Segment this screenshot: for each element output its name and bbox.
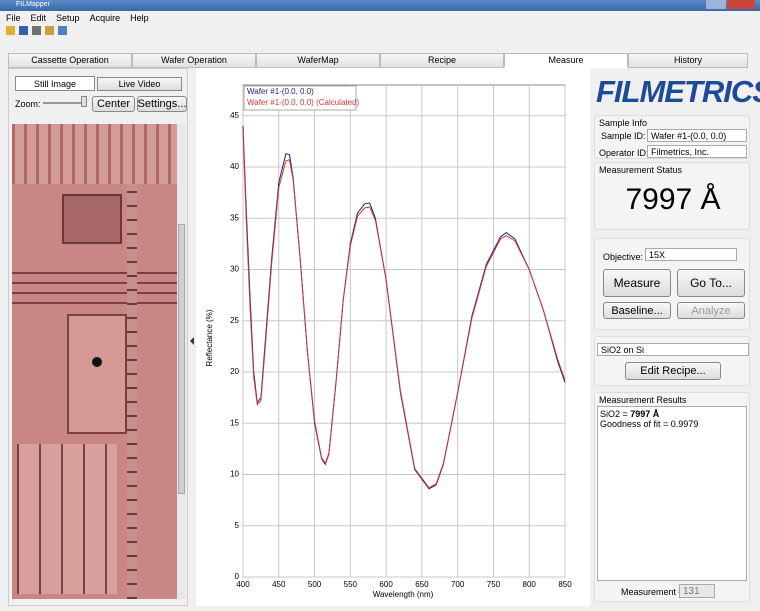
tab[interactable]: Wafer Operation xyxy=(132,53,256,68)
y-tick-label: 20 xyxy=(230,367,239,376)
edit-recipe-button[interactable]: Edit Recipe... xyxy=(625,362,721,380)
measure-group: Objective: 15X Measure Go To... Baseline… xyxy=(594,238,750,330)
image-panel: Still Image Live Video Zoom: Center Sett… xyxy=(8,68,188,606)
y-tick-label: 10 xyxy=(230,470,239,479)
x-tick-label: 750 xyxy=(487,580,501,589)
goodness-of-fit: Goodness of fit = 0.9979 xyxy=(600,419,744,429)
x-tick-label: 700 xyxy=(451,580,465,589)
microscope-image xyxy=(12,124,177,599)
x-axis-label: Wavelength (nm) xyxy=(373,590,434,599)
objective-label: Objective: xyxy=(603,252,643,262)
x-tick-label: 450 xyxy=(272,580,286,589)
sample-id-input[interactable]: Wafer #1-(0.0, 0.0) xyxy=(647,129,747,142)
status-group: Measurement Status 7997 Å xyxy=(594,162,750,230)
toolbar xyxy=(6,26,76,38)
tool-icon[interactable] xyxy=(58,26,67,35)
control-panel: FILMETRICS Sample Info Sample ID: Wafer … xyxy=(592,68,752,606)
logo: FILMETRICS xyxy=(596,74,748,110)
tab[interactable]: Measure xyxy=(504,53,628,68)
app: FILMapper File Edit Setup Acquire Help Casse… xyxy=(0,0,760,611)
group-heading: Measurement Results xyxy=(599,395,687,405)
objective-select[interactable]: 15X xyxy=(645,248,737,261)
menu-item[interactable]: File xyxy=(6,13,21,23)
window-title: FILMapper xyxy=(16,1,50,8)
go-to-button[interactable]: Go To... xyxy=(677,269,745,297)
print-icon[interactable] xyxy=(32,26,41,35)
sample-id-label: Sample ID: xyxy=(601,131,646,141)
measurement-label: Measurement # xyxy=(621,587,684,597)
group-heading: Measurement Status xyxy=(599,165,682,175)
minimize[interactable] xyxy=(706,0,726,9)
operator-id-label: Operator ID: xyxy=(599,148,649,158)
center-button[interactable]: Center xyxy=(92,96,135,112)
menu-item[interactable]: Edit xyxy=(31,13,47,23)
collapse-arrow[interactable] xyxy=(190,337,194,345)
y-tick-label: 15 xyxy=(230,418,239,427)
result-label: SiO2 = xyxy=(600,409,628,419)
title-bar: FILMapper xyxy=(0,0,760,11)
close[interactable] xyxy=(727,0,755,9)
zoom-label: Zoom: xyxy=(15,99,41,109)
y-tick-label: 5 xyxy=(235,521,240,530)
recipe-group: SiO2 on Si Edit Recipe... xyxy=(594,336,750,386)
x-tick-label: 850 xyxy=(558,580,572,589)
tab[interactable]: Cassette Operation xyxy=(8,53,132,68)
x-tick-label: 500 xyxy=(308,580,322,589)
baseline-button[interactable]: Baseline... xyxy=(603,302,671,319)
scrollbar[interactable] xyxy=(177,124,186,599)
x-tick-label: 600 xyxy=(379,580,393,589)
group-heading: Sample Info xyxy=(599,118,647,128)
results-group: Measurement Results SiO2 = 7997 Å Goodne… xyxy=(594,392,750,602)
legend-entry: Wafer #1-(0.0, 0.0) (Calculated) xyxy=(247,98,360,107)
x-tick-label: 400 xyxy=(236,580,250,589)
menu-item[interactable]: Acquire xyxy=(90,13,121,23)
operator-id-input[interactable]: Filmetrics, Inc. xyxy=(647,145,747,158)
tab[interactable]: WaferMap xyxy=(256,53,380,68)
save-icon[interactable] xyxy=(19,26,28,35)
legend-entry: Wafer #1-(0.0, 0.0) xyxy=(247,87,314,96)
analyze-button[interactable]: Analyze xyxy=(677,302,745,319)
recipe-select[interactable]: SiO2 on Si xyxy=(597,343,749,356)
y-tick-label: 35 xyxy=(230,213,239,222)
x-tick-label: 800 xyxy=(523,580,537,589)
tool-icon[interactable] xyxy=(45,26,54,35)
y-tick-label: 40 xyxy=(230,162,239,171)
result-value: 7997 Å xyxy=(630,409,659,419)
menu-item[interactable]: Help xyxy=(130,13,149,23)
live-video-tab[interactable]: Live Video xyxy=(97,77,182,91)
settings-button[interactable]: Settings... xyxy=(137,96,187,112)
thickness-value: 7997 Å xyxy=(595,183,751,217)
y-axis-label: Reflectance (%) xyxy=(205,309,214,366)
x-tick-label: 650 xyxy=(415,580,429,589)
open-icon[interactable] xyxy=(6,26,15,35)
chart: Reflectance (%) Wavelength (nm) 05101520… xyxy=(196,68,590,606)
x-tick-label: 550 xyxy=(344,580,358,589)
y-tick-label: 25 xyxy=(230,316,239,325)
measure-button[interactable]: Measure xyxy=(603,269,671,297)
y-tick-label: 45 xyxy=(230,111,239,120)
measurement-number: 131 xyxy=(679,584,715,598)
results-box: SiO2 = 7997 Å Goodness of fit = 0.9979 xyxy=(597,406,747,581)
zoom-thumb[interactable] xyxy=(81,96,87,107)
sample-info-group: Sample Info Sample ID: Wafer #1-(0.0, 0.… xyxy=(594,115,750,159)
plot-area xyxy=(243,85,565,577)
still-image-tab[interactable]: Still Image xyxy=(15,76,95,91)
tab[interactable]: History xyxy=(628,53,748,68)
y-tick-label: 30 xyxy=(230,265,239,274)
menu-bar: File Edit Setup Acquire Help xyxy=(0,11,760,25)
tab[interactable]: Recipe xyxy=(380,53,504,68)
menu-item[interactable]: Setup xyxy=(56,13,80,23)
